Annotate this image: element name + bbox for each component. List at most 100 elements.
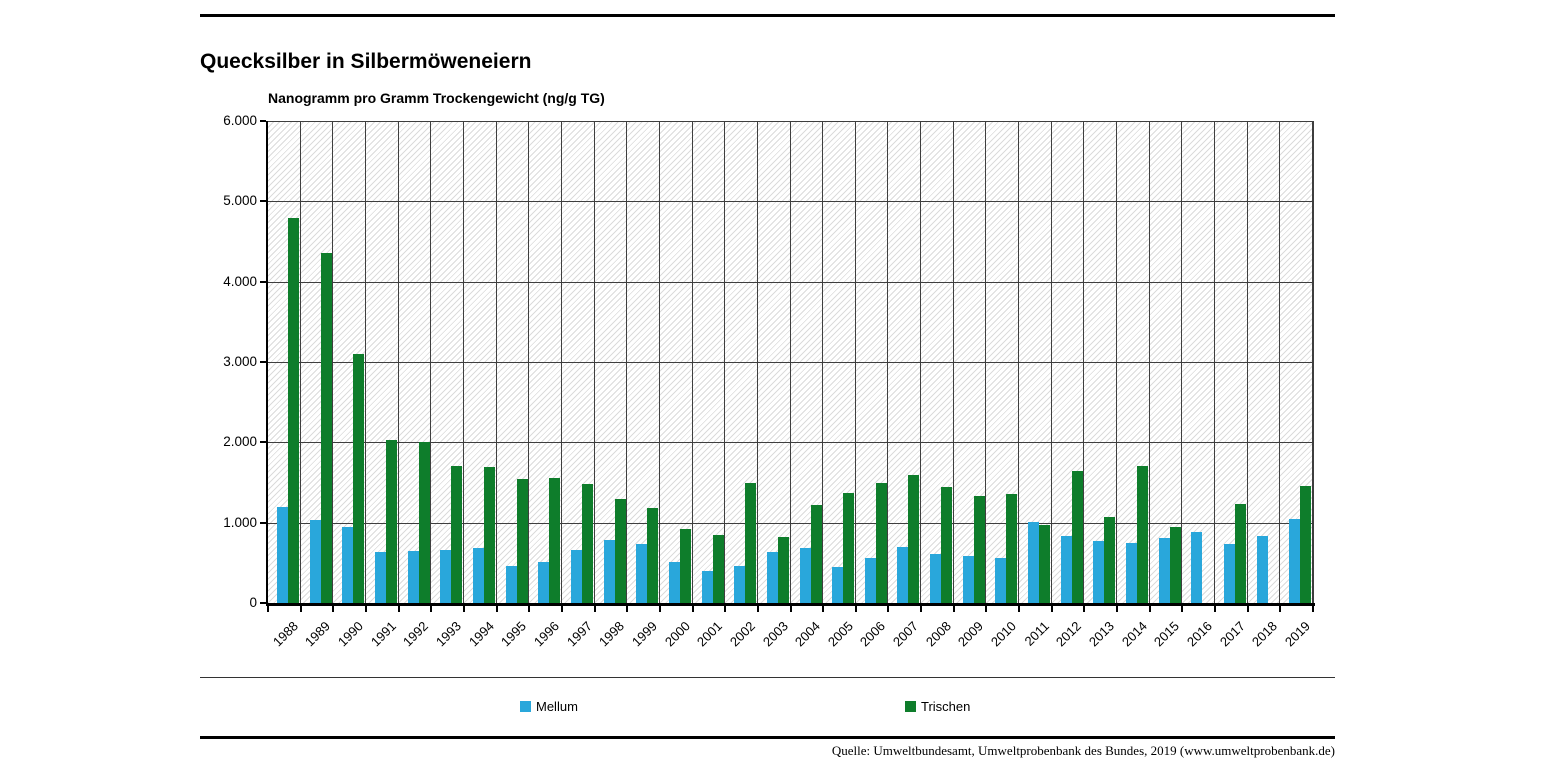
bar-mellum-2014 [1126, 542, 1138, 603]
bar-mellum-1998 [603, 540, 615, 603]
x-tick [1083, 606, 1086, 612]
bar-mellum-1997 [570, 549, 582, 603]
x-tick [593, 606, 596, 612]
bar-trischen-1995 [516, 478, 528, 603]
x-tick [267, 606, 269, 612]
legend-top-rule [200, 677, 1335, 678]
bar-mellum-2013 [1093, 540, 1105, 603]
chart-column-2003 [758, 121, 791, 603]
y-tick-label-5.000: 5.000 [223, 193, 257, 209]
bar-mellum-1989 [309, 520, 321, 603]
x-tick [560, 606, 563, 612]
chart-column-1999 [627, 121, 660, 603]
legend-item-trischen: Trischen [905, 698, 971, 714]
bar-trischen-2009 [973, 496, 985, 603]
x-tick [952, 606, 955, 612]
chart-column-2018 [1248, 121, 1281, 603]
x-tick [887, 606, 890, 612]
legend-swatch-mellum-icon [520, 700, 531, 712]
bar-trischen-1992 [418, 442, 430, 603]
legend-item-mellum: Mellum [520, 699, 578, 714]
chart-column-2010 [986, 121, 1020, 603]
chart-column-2014 [1117, 121, 1150, 603]
chart-column-1989 [301, 121, 334, 603]
y-tick-label-4.000: 4.000 [223, 273, 257, 289]
bar-mellum-2018 [1256, 535, 1268, 603]
bar-mellum-2010 [995, 557, 1007, 603]
top-rule [200, 14, 1335, 17]
chart-column-2007 [888, 121, 922, 603]
bar-mellum-2002 [734, 566, 746, 603]
x-tick [854, 606, 857, 612]
bar-trischen-2017 [1235, 503, 1247, 603]
x-tick [430, 606, 433, 612]
bar-trischen-1994 [483, 467, 495, 603]
y-tick [260, 441, 266, 444]
chart-column-1990 [333, 121, 366, 603]
bar-mellum-2000 [668, 562, 680, 603]
bar-mellum-2007 [897, 547, 909, 603]
plot-area [268, 121, 1314, 603]
chart-column-2019 [1280, 121, 1314, 603]
bar-mellum-2015 [1158, 537, 1170, 603]
y-gridline [268, 522, 1313, 524]
bar-trischen-2015 [1169, 526, 1181, 603]
bar-trischen-2014 [1137, 466, 1149, 603]
chart-column-1994 [464, 121, 497, 603]
bar-trischen-2008 [941, 487, 953, 603]
bar-mellum-1988 [277, 506, 288, 603]
chart-column-2004 [791, 121, 824, 603]
bar-trischen-2006 [875, 482, 887, 603]
x-tick [985, 606, 988, 612]
legend-label-trischen: Trischen [921, 698, 971, 714]
y-tick [260, 521, 266, 524]
x-axis-line [266, 603, 1315, 606]
chart-column-1995 [497, 121, 530, 603]
y-tick [260, 361, 266, 363]
bar-mellum-2016 [1191, 532, 1203, 603]
bar-trischen-1990 [353, 353, 365, 603]
chart-column-2011 [1019, 121, 1052, 603]
y-gridline [268, 121, 1313, 122]
chart-column-1992 [399, 121, 432, 603]
footer-rule [200, 736, 1335, 739]
x-tick [691, 606, 694, 612]
chart-column-2016 [1182, 121, 1216, 603]
x-tick [1214, 606, 1217, 612]
bar-mellum-2008 [930, 554, 942, 603]
x-tick [397, 606, 400, 612]
chart-column-2013 [1084, 121, 1118, 603]
bar-trischen-1998 [614, 499, 626, 603]
bar-trischen-1989 [320, 252, 332, 603]
bar-mellum-2011 [1028, 521, 1040, 603]
chart-column-1991 [366, 121, 399, 603]
y-tick [260, 602, 266, 604]
chart-column-2000 [660, 121, 693, 603]
y-tick-label-0: 0 [249, 595, 257, 610]
bar-trischen-1996 [549, 478, 561, 603]
bar-trischen-2007 [908, 474, 920, 603]
bar-trischen-1997 [581, 484, 593, 603]
chart-column-2012 [1052, 121, 1085, 603]
x-tick [332, 606, 335, 612]
bar-mellum-2017 [1224, 544, 1236, 603]
bar-mellum-2006 [864, 558, 876, 603]
chart-column-2009 [954, 121, 987, 603]
bar-mellum-2001 [701, 570, 713, 603]
x-tick [756, 606, 759, 612]
bar-mellum-1999 [636, 543, 648, 603]
x-tick [495, 606, 498, 612]
bar-mellum-2005 [832, 567, 844, 603]
y-tick-label-3.000: 3.000 [223, 354, 257, 369]
y-tick [260, 280, 266, 283]
chart-column-1988 [268, 121, 301, 603]
x-tick [658, 606, 661, 612]
y-tick-label-2.000: 2.000 [223, 434, 257, 450]
chart-column-1998 [595, 121, 628, 603]
y-tick [260, 120, 266, 122]
x-tick [920, 606, 923, 612]
x-tick [626, 606, 629, 612]
bar-trischen-2002 [745, 483, 757, 603]
chart-column-1993 [431, 121, 464, 603]
y-gridline [268, 362, 1313, 363]
